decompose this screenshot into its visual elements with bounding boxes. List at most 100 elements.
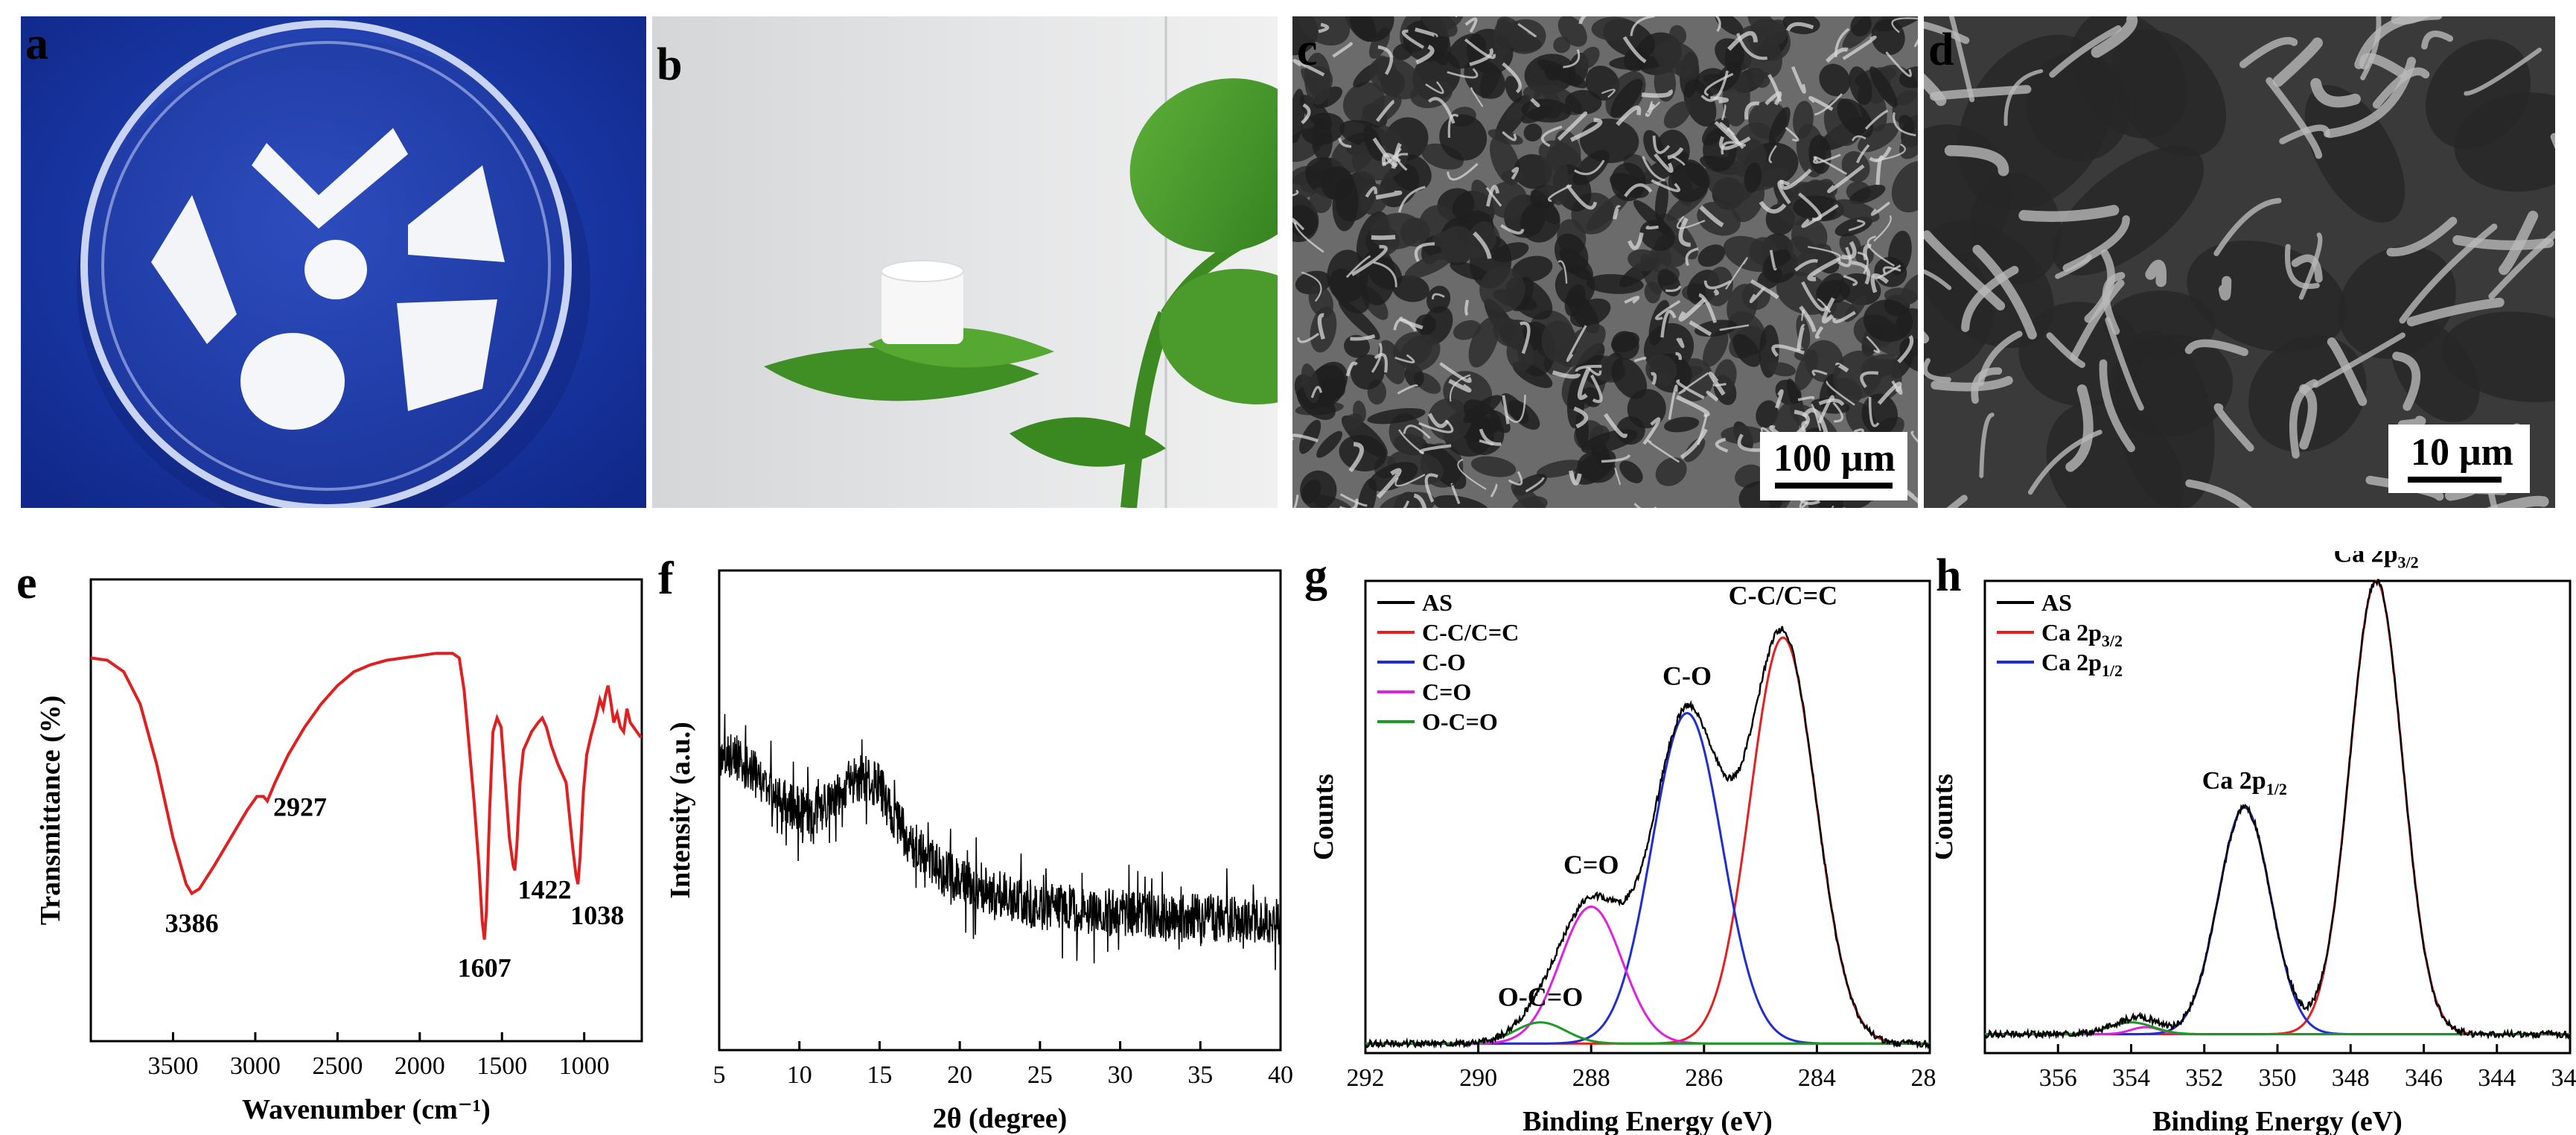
- peak-label: 1038: [570, 900, 624, 930]
- legend-label: C-C/C=C: [1422, 619, 1519, 646]
- panel-label-f: f: [658, 553, 674, 604]
- photo-panel-b: b: [652, 16, 1278, 508]
- x-tick-label: 354: [2112, 1064, 2150, 1092]
- sem-image-10um: [1924, 16, 2555, 508]
- x-tick-label: 30: [1108, 1061, 1133, 1089]
- fit-component-line: [1985, 806, 2570, 1036]
- x-tick-label: 282: [1911, 1064, 1936, 1092]
- y-axis-label: Counts: [1936, 774, 1959, 860]
- petri-dish-illustration: [21, 16, 646, 508]
- plot-frame: [1364, 579, 1931, 1055]
- aerogel-small-disc: [305, 240, 367, 299]
- scale-label-c: 100 μm: [1773, 437, 1896, 480]
- x-tick-label: 40: [1268, 1061, 1293, 1089]
- scale-bar-d: [2408, 477, 2502, 483]
- x-tick-label: 288: [1572, 1064, 1610, 1092]
- ftir-spectrum-line: [90, 652, 642, 940]
- x-tick-label: 10: [787, 1061, 812, 1089]
- x-tick-label: 346: [2405, 1064, 2443, 1092]
- panel-label-a: a: [25, 19, 48, 69]
- panel-label-b: b: [657, 39, 683, 90]
- x-axis-label: Binding Energy (eV): [2152, 1106, 2403, 1135]
- xrd-pattern-line: [718, 713, 1281, 970]
- fit-component-line: [1365, 711, 1930, 1045]
- x-axis-label: Binding Energy (eV): [1523, 1106, 1773, 1135]
- peak-label-subscript: 3/2: [2398, 553, 2419, 572]
- aerogel-triangle-piece: [408, 165, 505, 262]
- aerogel-cylinder: [881, 270, 963, 344]
- scale-bar-c: [1775, 483, 1893, 489]
- sem-image-100um: [1292, 16, 1918, 508]
- sem-panel-c: c 100 μm: [1292, 16, 1918, 508]
- x-tick-label: 290: [1459, 1064, 1497, 1092]
- x-tick-label: 1000: [559, 1052, 610, 1080]
- peak-label: 2927: [273, 792, 327, 822]
- x-tick-label: 292: [1347, 1064, 1385, 1092]
- aerogel-quarter-piece: [397, 299, 497, 411]
- plot-frame: [89, 578, 643, 1043]
- fit-component-line: [1365, 1021, 1930, 1045]
- x-tick-label: 3500: [147, 1052, 198, 1080]
- scale-bar-box-c: [1760, 432, 1907, 500]
- x-tick-label: 20: [947, 1061, 972, 1089]
- leaf-photo-illustration: [652, 16, 1278, 508]
- legend-label: AS: [2041, 589, 2072, 616]
- measured-spectrum-line: [1365, 626, 1931, 1049]
- x-tick-label: 15: [867, 1061, 892, 1089]
- legend-subscript: 1/2: [2102, 661, 2123, 680]
- ftir-chart: 3500 3000 2500 2000 1500 1000 Wavenumber (cm⁻¹…: [35, 578, 643, 1125]
- xrd-chart: 5 10 15 20 25 30 35 40 2θ (degree) Intensity (a.u…: [665, 569, 1293, 1134]
- peak-label: C=O: [1563, 850, 1619, 880]
- legend-label: C=O: [1422, 678, 1471, 705]
- plot-frame: [718, 569, 1282, 1052]
- x-axis-label: Wavenumber (cm⁻¹): [242, 1094, 491, 1125]
- x-tick-label: 350: [2259, 1064, 2297, 1092]
- peak-label: 3386: [165, 909, 219, 938]
- aerogel-v-piece: [252, 128, 408, 229]
- x-tick-label: 1500: [476, 1052, 527, 1080]
- peak-label: C-O: [1662, 661, 1712, 690]
- legend-label: O-C=O: [1422, 708, 1498, 735]
- xps-ca2p-chart: 356 354 352 350 348 346 344 342 Binding Energy (…: [1936, 551, 2576, 1135]
- peak-label: Ca 2p1/2: [2202, 767, 2287, 798]
- peak-label: C-C/C=C: [1729, 581, 1838, 611]
- panel-label-c: c: [1297, 25, 1318, 75]
- x-tick-label: 2000: [395, 1052, 445, 1080]
- x-tick-label: 25: [1027, 1061, 1053, 1089]
- y-axis-label: Intensity (a.u.): [665, 722, 696, 899]
- y-axis-label: Counts: [1308, 774, 1339, 860]
- x-tick-label: 2500: [312, 1052, 363, 1080]
- peak-label: 1607: [458, 953, 511, 983]
- panel-label-d: d: [1928, 25, 1954, 75]
- legend-label: Ca 2p3/2: [2041, 619, 2123, 650]
- x-tick-label: 284: [1798, 1064, 1836, 1092]
- x-tick-label: 35: [1187, 1061, 1213, 1089]
- legend-label: Ca 2p1/2: [2041, 649, 2123, 680]
- legend-label: C-O: [1422, 649, 1466, 675]
- measured-spectrum-line: [1984, 579, 2571, 1040]
- panel-label-g: g: [1304, 550, 1327, 601]
- x-tick-label: 352: [2185, 1064, 2223, 1092]
- x-axis-label: 2θ (degree): [933, 1103, 1068, 1134]
- aerogel-diamond-piece: [151, 195, 237, 344]
- xps-c1s-chart: 292 290 288 286 284 282 Binding Energy (eV) Cou…: [1308, 579, 1936, 1135]
- peak-label: 1422: [517, 875, 571, 905]
- legend-subscript: 3/2: [2102, 632, 2123, 650]
- scale-label-d: 10 μm: [2411, 431, 2513, 474]
- x-tick-label: 5: [713, 1061, 726, 1089]
- panel-label-e: e: [16, 558, 37, 608]
- photo-panel-a: a: [21, 16, 646, 508]
- x-tick-label: 342: [2551, 1064, 2576, 1092]
- peak-label-subscript: 1/2: [2266, 780, 2287, 798]
- panel-label-h: h: [1936, 550, 1962, 601]
- peak-label: O-C=O: [1498, 982, 1584, 1012]
- peak-label: Ca 2p3/2: [2334, 551, 2419, 572]
- y-axis-label: Transmittance (%): [35, 696, 66, 926]
- legend-label: AS: [1422, 589, 1453, 616]
- x-tick-label: 3000: [230, 1052, 281, 1080]
- x-tick-label: 356: [2039, 1064, 2077, 1092]
- sem-panel-d: d 10 μm: [1924, 16, 2555, 508]
- x-tick-label: 348: [2332, 1064, 2370, 1092]
- x-tick-label: 286: [1685, 1064, 1723, 1092]
- aerogel-large-disc: [240, 333, 345, 430]
